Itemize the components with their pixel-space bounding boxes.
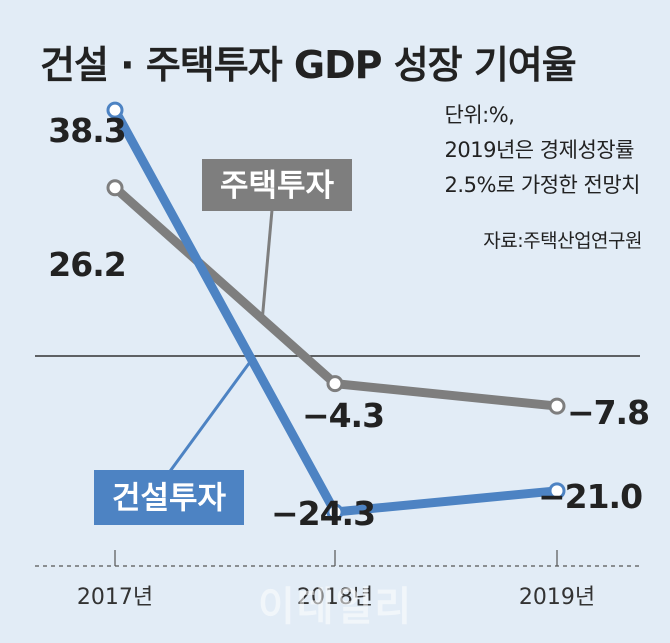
note-line: 단위:%,	[444, 103, 515, 127]
legend-label: 건설투자	[112, 481, 227, 517]
watermark: 이데일리	[258, 584, 414, 630]
data-point	[106, 101, 124, 119]
construction-callout-line	[166, 361, 252, 475]
data-label: −7.8	[567, 393, 649, 432]
unit-note: 단위:%, 2019년은 경제성장률 2.5%로 가정한 전망치	[444, 98, 641, 203]
data-label: 26.2	[48, 245, 125, 284]
data-label: −4.3	[302, 396, 384, 435]
data-point	[548, 397, 566, 415]
source-note: 자료:주택산업연구원	[483, 230, 642, 252]
data-point	[326, 375, 344, 393]
x-tick-label: 2018년	[297, 585, 373, 610]
x-tick-label: 2019년	[519, 585, 595, 610]
legend-box	[202, 159, 352, 211]
data-point	[106, 179, 124, 197]
housing-callout-line	[260, 209, 274, 323]
legend-box	[94, 470, 244, 525]
note-line: 2019년은 경제성장률	[444, 138, 635, 162]
data-point	[548, 482, 566, 500]
x-tick-label: 2017년	[77, 585, 153, 610]
data-label: −24.3	[271, 494, 375, 533]
chart-title: 건설 · 주택투자 GDP 성장 기여율	[40, 43, 577, 87]
note-line: 2.5%로 가정한 전망치	[444, 173, 641, 197]
series-line	[110, 183, 562, 411]
legend-label: 주택투자	[220, 168, 335, 204]
data-label: −21.0	[538, 477, 642, 516]
data-label: 38.3	[48, 111, 125, 150]
data-point	[326, 503, 344, 521]
